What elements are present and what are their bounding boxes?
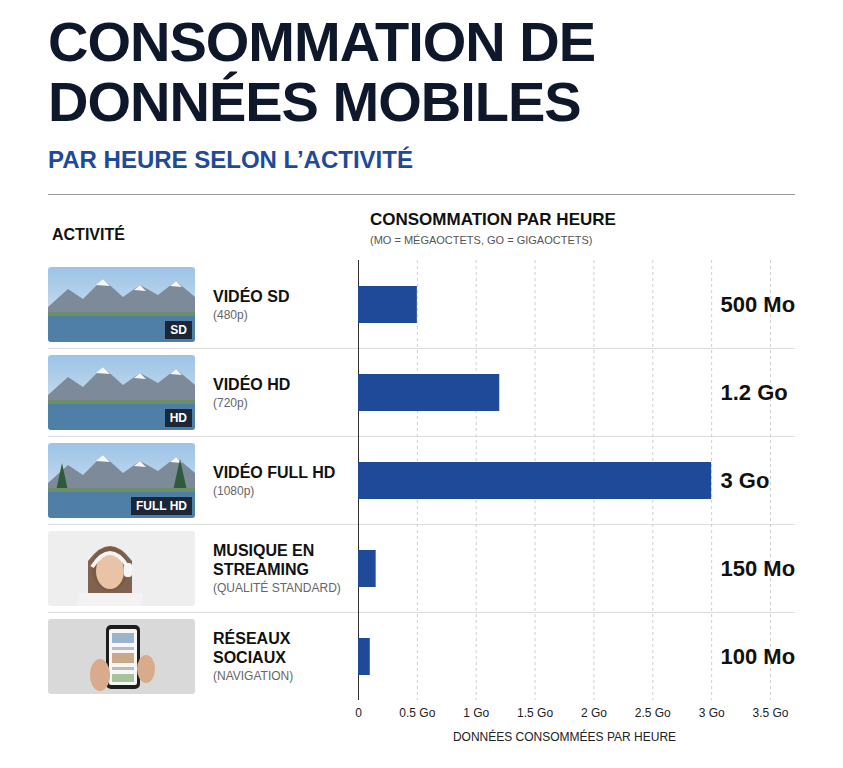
html-text:(720p): (720p) <box>213 395 248 410</box>
svg-text:1.2 Go: 1.2 Go <box>721 380 788 405</box>
html-text:HD: HD <box>169 410 187 425</box>
html-text:PAR HEURE SELON L’ACTIVITÉ: PAR HEURE SELON L’ACTIVITÉ <box>48 146 413 173</box>
svg-text:DONNÉES CONSOMMÉES PAR HEURE: DONNÉES CONSOMMÉES PAR HEURE <box>453 729 676 744</box>
svg-text:500 Mo: 500 Mo <box>721 292 796 317</box>
html-text:FULL HD: FULL HD <box>135 498 187 513</box>
svg-text:1 Go: 1 Go <box>463 706 489 720</box>
svg-text:1.5 Go: 1.5 Go <box>517 706 553 720</box>
html-text:SD: SD <box>170 322 187 337</box>
svg-text:2.5 Go: 2.5 Go <box>635 706 671 720</box>
html-text:(QUALITÉ STANDARD): (QUALITÉ STANDARD) <box>213 581 341 595</box>
html-text:(NAVIGATION): (NAVIGATION) <box>213 669 294 683</box>
svg-text:2 Go: 2 Go <box>581 706 607 720</box>
html-text:(1080p): (1080p) <box>213 483 255 498</box>
svg-text:3 Go: 3 Go <box>699 706 725 720</box>
svg-text:100 Mo: 100 Mo <box>721 644 796 669</box>
html-text:ACTIVITÉ: ACTIVITÉ <box>52 226 125 243</box>
html-text:MUSIQUE EN STREAMING: MUSIQUE EN STREAMING <box>213 542 315 578</box>
html-text:(MO = MÉGAOCTETS, GO = GIGAOCT: (MO = MÉGAOCTETS, GO = GIGAOCTETS) <box>370 234 593 246</box>
html-text:VIDÉO SD: VIDÉO SD <box>213 287 290 305</box>
html-text:(480p): (480p) <box>213 307 248 322</box>
svg-text:0.5 Go: 0.5 Go <box>399 706 435 720</box>
html-text:CONSOMMATION PAR HEURE: CONSOMMATION PAR HEURE <box>370 210 616 229</box>
html-text:VIDÉO HD: VIDÉO HD <box>213 375 291 393</box>
svg-text:3.5 Go: 3.5 Go <box>752 706 788 720</box>
html-text:VIDÉO FULL HD: VIDÉO FULL HD <box>213 463 336 481</box>
svg-text:3 Go: 3 Go <box>721 468 770 493</box>
html-text:CONSOMMATION DE DONNÉES MOBILE: CONSOMMATION DE DONNÉES MOBILES <box>48 10 596 133</box>
html-text:RÉSEAUX SOCIAUX: RÉSEAUX SOCIAUX <box>213 630 291 666</box>
svg-text:150 Mo: 150 Mo <box>721 556 796 581</box>
svg-text:0: 0 <box>355 706 362 720</box>
